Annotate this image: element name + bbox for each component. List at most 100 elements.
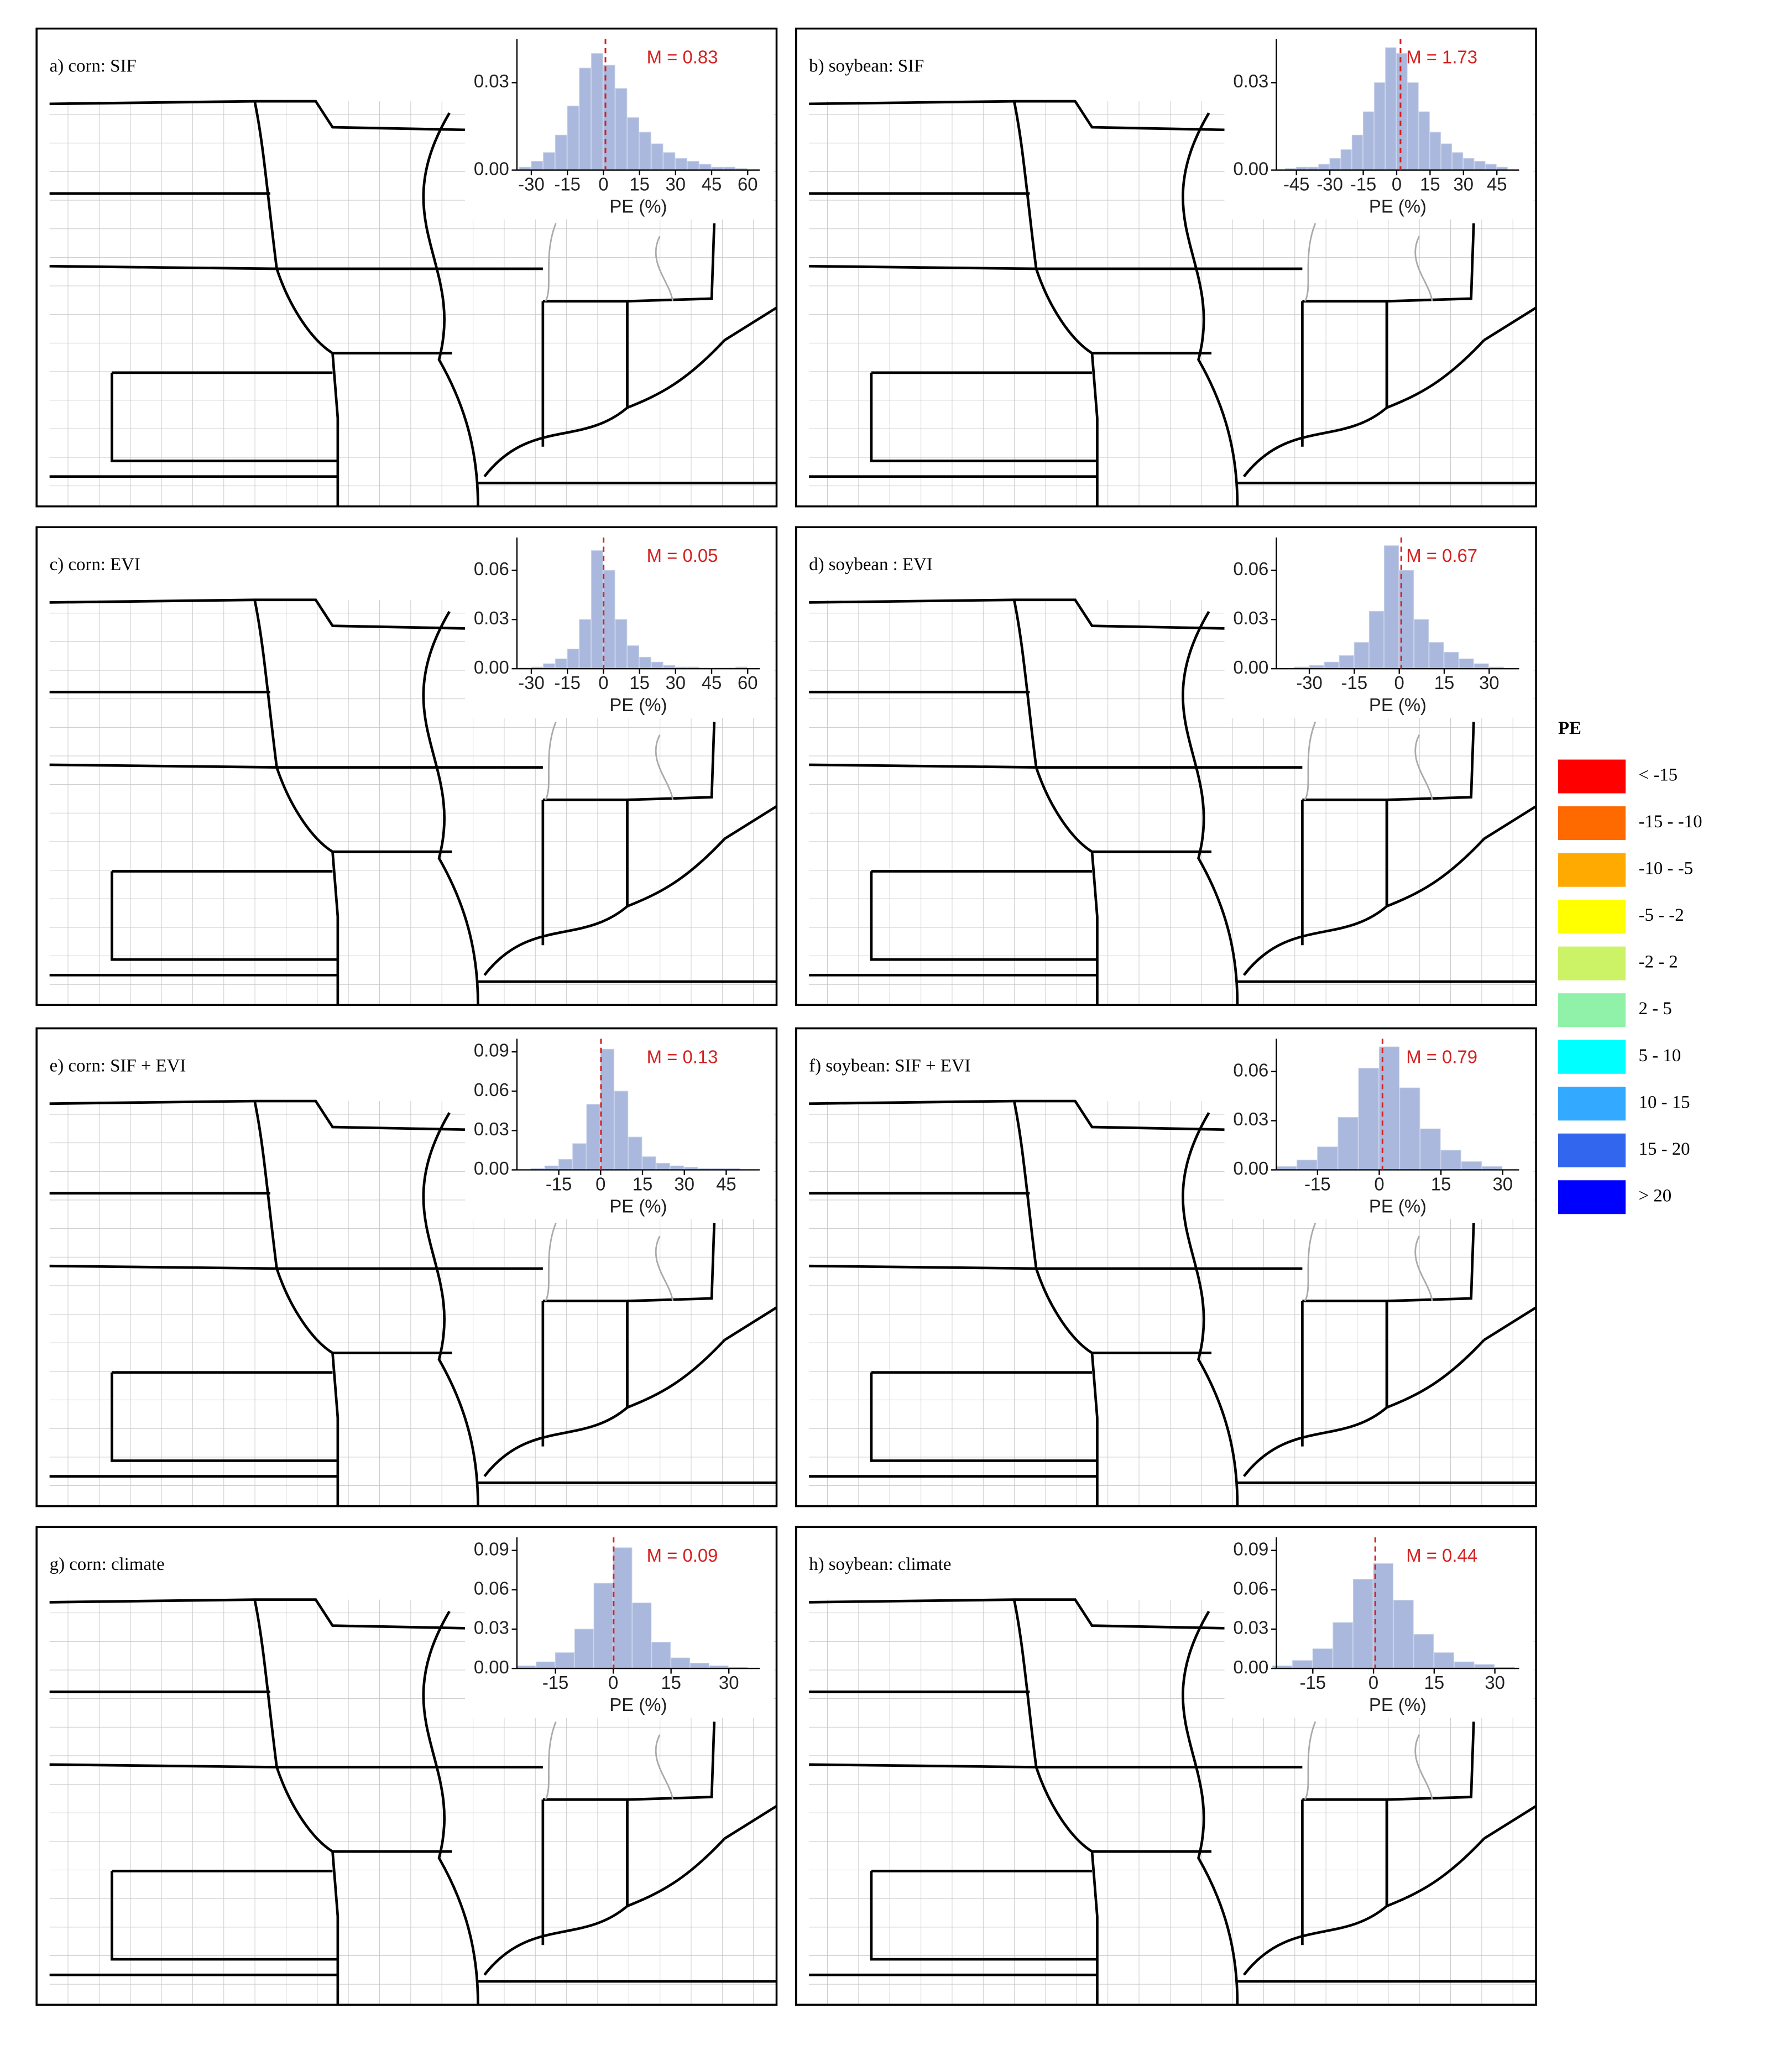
panel-frame (35, 1526, 778, 2006)
histogram-bar (591, 53, 603, 171)
x-tick-label: 30 (1492, 1173, 1513, 1194)
x-tick-label: -15 (542, 1672, 569, 1693)
x-tick-label: 30 (1485, 1672, 1505, 1693)
histogram-bar (651, 143, 663, 171)
histogram-bar (1396, 53, 1408, 171)
panel: 0.00 0.03 0.06 -30 -15 0 15 30 PE (%) M = 0.67 d) … (795, 526, 1537, 1006)
panel: 0.00 0.03 0.06 0.09 -15 0 15 30 PE (%) M = 0.09 g)… (35, 1526, 778, 2006)
histogram-bar (1368, 611, 1384, 669)
y-tick-label: 0.06 (1233, 1578, 1268, 1599)
mean-label: M = 0.13 (647, 1046, 718, 1067)
histogram-bar (1463, 158, 1475, 171)
histogram-bar (1418, 111, 1430, 171)
x-tick-label: -30 (518, 174, 545, 194)
histogram-bar (543, 152, 555, 171)
mean-label: M = 0.83 (647, 46, 718, 67)
y-tick-label: 0.03 (474, 608, 509, 628)
legend-swatch (1558, 853, 1626, 887)
histogram-bar (572, 1143, 587, 1171)
panel-frame (795, 1027, 1537, 1507)
x-tick-label: 15 (629, 672, 650, 693)
legend-label: < -15 (1639, 765, 1678, 785)
x-tick-label: 0 (1374, 1173, 1384, 1194)
legend-swatch (1558, 1087, 1626, 1121)
x-tick-label: -45 (1283, 174, 1310, 194)
legend-swatch (1558, 806, 1626, 841)
x-axis-label: PE (%) (609, 1196, 667, 1216)
histogram-bar (1429, 642, 1444, 669)
histogram-bar (1329, 158, 1341, 171)
panel-title: c) corn: EVI (50, 555, 140, 575)
histogram-bar (531, 161, 544, 171)
histogram-bar (1340, 149, 1352, 171)
legend-label: -10 - -5 (1639, 859, 1694, 879)
histogram-bar (1385, 47, 1397, 171)
y-tick-label: 0.06 (474, 559, 509, 579)
x-tick-label: 15 (1434, 672, 1455, 693)
x-tick-label: -15 (546, 1173, 572, 1194)
x-tick-label: 0 (608, 1672, 618, 1693)
legend-label: 15 - 20 (1639, 1139, 1690, 1159)
x-tick-label: 30 (1479, 672, 1500, 693)
histogram-bar (591, 550, 603, 669)
legend-label: -15 - -10 (1639, 812, 1702, 832)
y-tick-label: 0.00 (474, 1657, 509, 1677)
y-tick-label: 0.00 (1233, 158, 1268, 179)
panel: 0.00 0.03 -30 -15 0 15 30 45 60 PE (%) M = 0.83 a) … (35, 27, 778, 508)
x-tick-label: 0 (595, 1173, 605, 1194)
x-tick-label: 0 (598, 672, 608, 693)
histogram-bar (1414, 619, 1429, 669)
histogram-bar (639, 656, 651, 669)
legend-swatch (1558, 1180, 1626, 1214)
panel: 0.00 0.03 0.06 -15 0 15 30 PE (%) M = 0.79 f) soy… (795, 1027, 1537, 1507)
legend-label: -2 - 2 (1639, 952, 1678, 972)
histogram-bar (1440, 143, 1453, 171)
panel-title: a) corn: SIF (50, 56, 137, 76)
x-tick-label: -15 (554, 672, 581, 693)
histogram-bar (1292, 1660, 1313, 1669)
y-tick-label: 0.00 (474, 1158, 509, 1178)
histogram-bar (1434, 1652, 1454, 1669)
histogram-bar (1317, 1146, 1338, 1171)
panel-frame (35, 27, 778, 508)
x-tick-label: 15 (1431, 1173, 1451, 1194)
histogram-bar (558, 1159, 573, 1171)
histogram-bar (1333, 1622, 1353, 1669)
panel-title: b) soybean: SIF (809, 56, 924, 76)
histogram-bar (1444, 651, 1459, 669)
x-tick-label: 45 (702, 672, 722, 693)
histogram-bar (1383, 545, 1399, 669)
histogram-bar (600, 1048, 614, 1171)
x-tick-label: -15 (1304, 1173, 1331, 1194)
panel: 0.00 0.03 0.06 0.09 -15 0 15 30 45 PE (%) M = 0.13… (35, 1027, 778, 1507)
histogram-bar (586, 1104, 600, 1171)
histogram-bar (1407, 82, 1419, 171)
histogram-bar (615, 619, 628, 669)
x-tick-label: 15 (661, 1672, 681, 1693)
x-tick-label: 15 (629, 174, 650, 194)
histogram-bar (574, 1629, 594, 1669)
histogram-bar (567, 649, 579, 669)
mean-label: M = 0.09 (647, 1545, 718, 1566)
x-tick-label: 30 (1454, 174, 1474, 194)
histogram-bar (1459, 658, 1474, 669)
histogram-bar (1352, 1579, 1373, 1669)
x-tick-label: 45 (1487, 174, 1507, 194)
mean-label: M = 0.67 (1406, 545, 1477, 566)
histogram-bar (687, 161, 699, 171)
histogram-bar (1373, 1563, 1394, 1669)
x-axis-label: PE (%) (1369, 1694, 1427, 1715)
histogram-bar (627, 117, 640, 171)
histogram-bar (632, 1602, 652, 1669)
y-tick-label: 0.09 (1233, 1538, 1268, 1559)
y-tick-label: 0.00 (1233, 1657, 1268, 1677)
histogram-bar (614, 1091, 629, 1171)
histogram-bar (1362, 111, 1375, 171)
histogram-bar (1318, 164, 1330, 171)
panel-frame (795, 1526, 1537, 2006)
y-tick-label: 0.00 (1233, 657, 1268, 677)
y-tick-label: 0.06 (474, 1079, 509, 1100)
x-axis-label: PE (%) (609, 196, 667, 216)
y-tick-label: 0.06 (1233, 1060, 1268, 1080)
panels: 0.00 0.03 -30 -15 0 15 30 45 60 PE (%) M = 0.83 a) … (35, 27, 1537, 2006)
